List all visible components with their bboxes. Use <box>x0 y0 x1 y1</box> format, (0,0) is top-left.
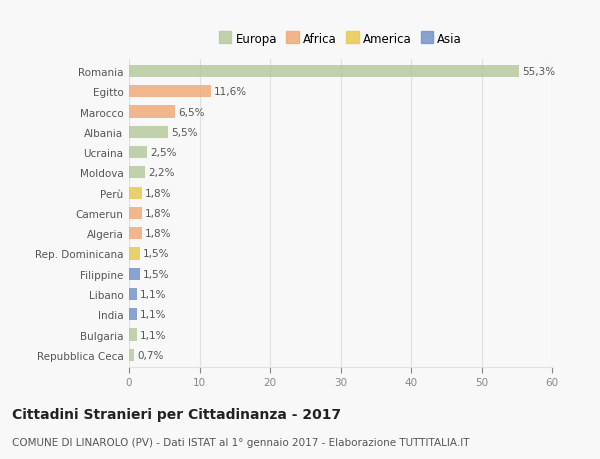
Bar <box>129 288 137 301</box>
Text: 1,5%: 1,5% <box>143 269 170 279</box>
Bar <box>129 308 137 321</box>
Text: 1,8%: 1,8% <box>145 229 172 239</box>
Text: Cittadini Stranieri per Cittadinanza - 2017: Cittadini Stranieri per Cittadinanza - 2… <box>12 407 341 421</box>
Bar <box>129 228 142 240</box>
Text: 2,2%: 2,2% <box>148 168 175 178</box>
Text: 55,3%: 55,3% <box>523 67 556 77</box>
Text: 6,5%: 6,5% <box>178 107 205 117</box>
Bar <box>129 106 175 118</box>
Text: 1,8%: 1,8% <box>145 188 172 198</box>
Bar <box>129 86 211 98</box>
Text: 11,6%: 11,6% <box>214 87 247 97</box>
Text: 1,8%: 1,8% <box>145 208 172 218</box>
Text: 0,7%: 0,7% <box>137 350 164 360</box>
Bar <box>129 248 140 260</box>
Bar <box>129 147 146 159</box>
Bar <box>129 268 140 280</box>
Text: COMUNE DI LINAROLO (PV) - Dati ISTAT al 1° gennaio 2017 - Elaborazione TUTTITALI: COMUNE DI LINAROLO (PV) - Dati ISTAT al … <box>12 437 470 447</box>
Bar <box>129 349 134 361</box>
Legend: Europa, Africa, America, Asia: Europa, Africa, America, Asia <box>214 28 467 50</box>
Bar <box>129 187 142 199</box>
Text: 5,5%: 5,5% <box>172 128 198 138</box>
Bar <box>129 167 145 179</box>
Bar <box>129 126 168 139</box>
Bar <box>129 66 519 78</box>
Bar <box>129 207 142 219</box>
Text: 1,1%: 1,1% <box>140 310 167 319</box>
Text: 2,5%: 2,5% <box>150 148 176 158</box>
Bar <box>129 329 137 341</box>
Text: 1,1%: 1,1% <box>140 289 167 299</box>
Text: 1,5%: 1,5% <box>143 249 170 259</box>
Text: 1,1%: 1,1% <box>140 330 167 340</box>
